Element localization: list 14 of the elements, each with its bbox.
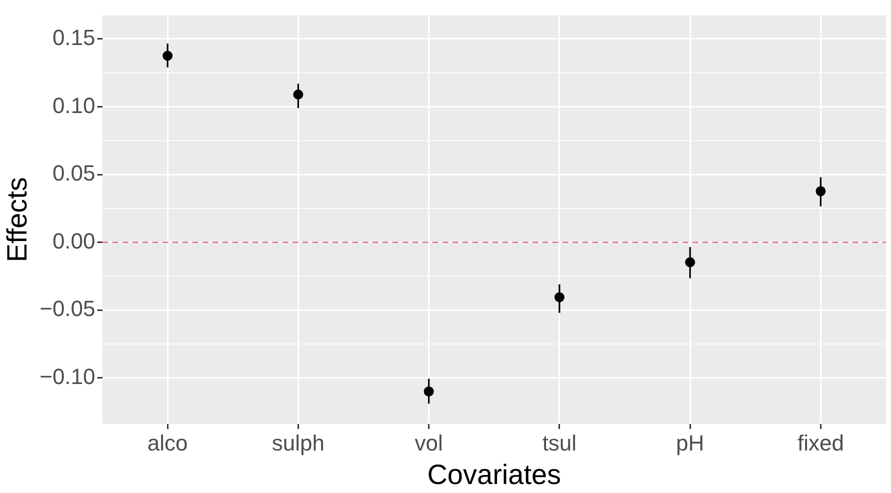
x-tick-label: tsul <box>542 430 577 456</box>
x-axis-title: Covariates <box>427 458 562 490</box>
y-tick-label: 0.05 <box>52 160 96 186</box>
y-tick-label: 0.00 <box>52 228 96 254</box>
x-tick-label: fixed <box>797 430 844 456</box>
x-tick-label: vol <box>414 430 443 456</box>
y-axis-title: Effects <box>2 177 33 262</box>
x-tick-label: sulph <box>272 430 324 456</box>
y-tick-label: −0.05 <box>40 296 96 322</box>
y-tick-label: 0.15 <box>52 24 96 50</box>
x-tick-label: alco <box>147 430 188 456</box>
y-tick-label: −0.10 <box>40 364 96 389</box>
y-tick-label: 0.10 <box>52 92 96 118</box>
x-tick-label: pH <box>676 430 704 456</box>
